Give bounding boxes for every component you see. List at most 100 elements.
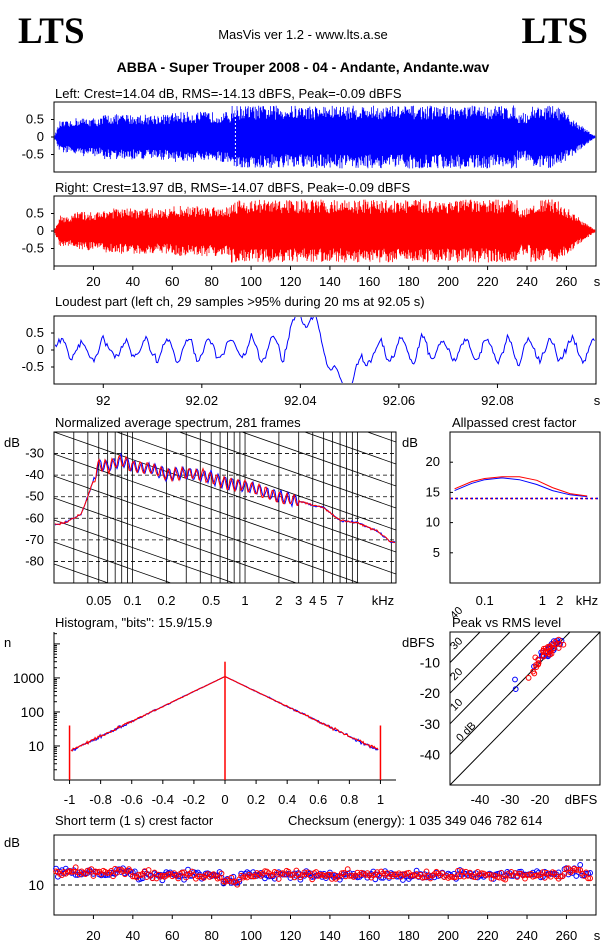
stc-point [128,868,134,875]
histogram-xtick-label: 1 [377,792,384,807]
stc-xtick-label: 180 [398,928,420,943]
spectrum-xtick-label: 4 [309,593,316,608]
spectrum-xtick-label: 0.2 [157,593,175,608]
stc-point [342,873,349,880]
peakrms-point [525,675,532,681]
spectrum-xtick-label: 2 [275,593,282,608]
left_waveform-ytick-label: 0 [37,129,44,144]
stc-point [498,870,505,876]
loudest-xtick-label: 92.08 [481,393,514,408]
stc-point [453,874,460,880]
spectrum-slope-line [54,432,396,553]
stc-point [344,866,351,873]
stc-xtick-label: 260 [556,928,578,943]
spectrum-slope-line [54,541,173,583]
time-xtick-label: 100 [240,274,262,289]
peakrms-ytick-label: -20 [420,685,440,701]
peakrms-point [531,670,538,677]
spectrum-ytick-label: -30 [25,446,44,461]
stc-point [421,874,428,881]
peakrms-point [545,644,551,650]
spectrum-slope-line [115,432,396,531]
histogram-xtick-label: 0 [221,792,228,807]
stc-point [539,869,546,876]
stc-point [455,867,461,874]
stc-ytick-label: 10 [28,877,44,893]
spectrum-slope-line [178,432,396,509]
stc-point [573,867,580,873]
loudest-xtick-label: 92.02 [186,393,219,408]
stc-point [273,869,280,876]
spectrum-xtick-label: 1 [241,593,248,608]
peakrms-diag-line [450,632,600,785]
stc-point [129,873,136,880]
spectrum-xtick-label: 7 [336,593,343,608]
loudest-ytick-label: 0.5 [26,325,44,340]
spectrum-xtick-label: 0.1 [124,593,142,608]
spectrum-ytick-label: -70 [25,532,44,547]
peakrms-diag-line [450,632,511,694]
stc-xtick-label: 160 [358,928,380,943]
stc-frame [53,834,597,916]
stc-point [179,869,186,876]
peakrms-point [512,686,519,692]
stc-xtick-label: 80 [204,928,218,943]
histogram-xtick-label: 0.4 [278,792,296,807]
histogram-xtick-label: -0.8 [89,792,111,807]
crest-series-left [454,477,588,498]
spectrum-xtick-label: 0.5 [202,593,220,608]
stc-point [472,874,479,881]
histogram-ytick-label: 1000 [13,670,44,686]
peakrms-point [535,656,542,663]
stc-point [541,874,548,881]
histogram-xtick-label: -0.6 [121,792,143,807]
stc-point [583,869,589,876]
histogram-xtick-label: -0.4 [152,792,174,807]
crest-ylabel: dB [402,435,418,450]
spectrum-ylabel: dB [4,435,20,450]
stc-point [459,868,465,874]
peakrms-diag-line [450,632,481,663]
stc-point [218,870,225,877]
stc-xtick-label: 200 [437,928,459,943]
time-xtick-label: 160 [358,274,380,289]
left_waveform-ytick-label: -0.5 [22,147,44,162]
crest-ytick-label: 5 [433,545,440,560]
crest-xtick-label: 1 [539,593,546,608]
crest-title: Allpassed crest factor [452,415,577,430]
stc-point [234,881,241,888]
loudest-signal [55,317,595,383]
spectrum-ytick-label: -40 [25,467,44,482]
stc-point [461,873,467,880]
time-axis-unit: s [594,274,601,289]
histogram-ytick-label: 100 [21,704,45,720]
spectrum-title: Normalized average spectrum, 281 frames [55,415,301,430]
stc-title: Short term (1 s) crest factor [55,813,214,828]
crest-frame [449,431,601,584]
stc-point [557,873,564,880]
stc-xtick-label: 240 [516,928,538,943]
spectrum-slope-line [54,519,235,583]
stc-point [413,867,420,874]
loudest-ytick-label: -0.5 [22,359,44,374]
stc-point [587,875,593,882]
loudest-xtick-label: 92.06 [383,393,416,408]
peakrms-point [512,676,518,683]
peakrms-point [540,653,547,660]
time-xtick-label: 200 [437,274,459,289]
stc-point [325,871,331,878]
stc-point [502,876,509,883]
peakrms-xtick-label: -30 [501,792,520,807]
file-title: ABBA - Super Trouper 2008 - 04 - Andante… [116,59,490,75]
time-xtick-label: 80 [204,274,218,289]
stc-xtick-label: 20 [86,928,100,943]
stc-xtick-label: 100 [240,928,262,943]
time-xtick-label: 260 [556,274,578,289]
stc-point [423,868,430,875]
loudest-title: Loudest part (left ch, 29 samples >95% d… [55,294,425,309]
loudest-xtick-label: 92.04 [284,393,317,408]
stc-point [195,873,201,880]
right_waveform-ytick-label: -0.5 [22,241,44,256]
stc-point [149,875,156,882]
